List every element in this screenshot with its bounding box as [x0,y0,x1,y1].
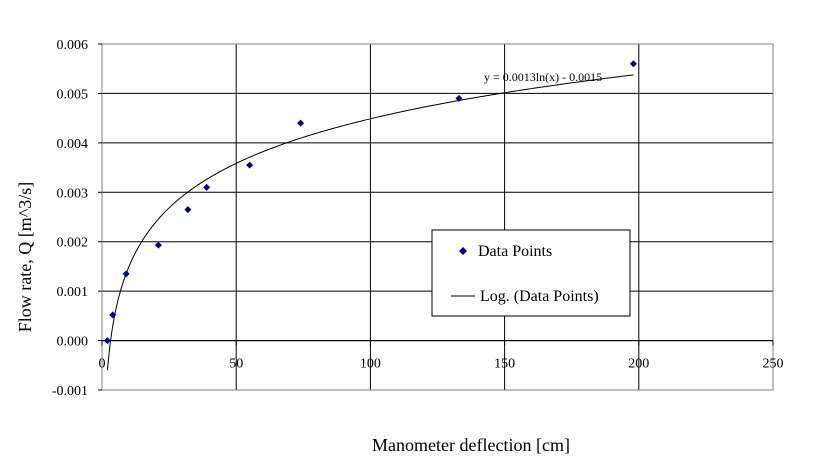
y-tick-label: -0.001 [52,384,88,399]
legend: Data Points Log. (Data Points) [431,229,631,317]
data-point [184,206,192,214]
y-axis-title: Flow rate, Q [m^3/s] [15,182,35,332]
y-tick-label: 0.004 [57,137,89,152]
y-tick-label: 0.002 [57,236,89,251]
data-point [122,270,130,278]
data-points [103,60,637,345]
data-point [203,183,211,191]
trendline [106,74,634,371]
data-point [297,119,305,127]
data-point [154,241,162,249]
data-point [455,94,463,102]
tick-labels: -0.001 0.000 0.001 0.002 0.003 0.004 0.005 0.00… [52,38,784,399]
x-tick-label: 150 [494,357,515,372]
legend-box [431,229,631,317]
y-tick-label: 0.005 [57,87,89,102]
legend-marker-diamond [459,247,467,255]
x-tick-label: 50 [229,357,243,372]
y-tick-label: 0.006 [57,38,89,53]
y-tick-label: 0.003 [57,186,89,201]
y-tick-label: 0.000 [57,335,89,350]
y-tick-label: 0.001 [57,285,89,300]
data-point [103,337,111,345]
data-point [629,60,637,68]
x-axis-title: Manometer deflection [cm] [372,435,570,455]
x-tick-label: 250 [763,357,784,372]
legend-label-data-points: Data Points [478,243,552,260]
grid-lines [101,43,774,391]
legend-label-trendline: Log. (Data Points) [480,288,599,305]
x-tick-label: 0 [99,357,106,372]
trendline-equation: y = 0.0013ln(x) - 0.0015 [484,70,602,84]
x-tick-label: 100 [360,357,381,372]
plot-area [101,43,774,391]
x-tick-label: 200 [628,357,649,372]
data-point [246,161,254,169]
data-point [109,311,117,319]
